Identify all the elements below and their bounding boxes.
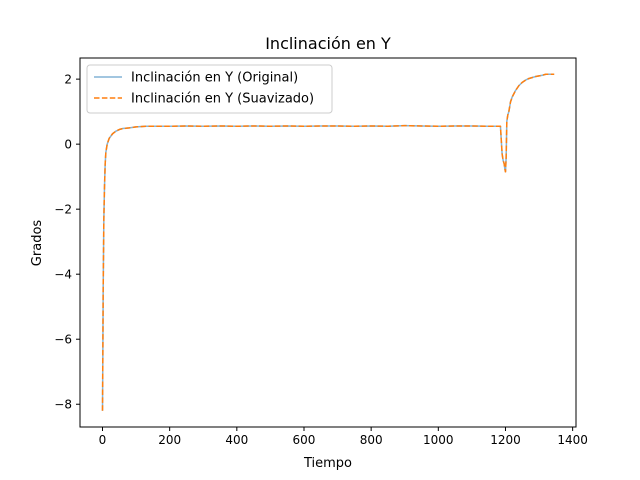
legend-label-smoothed: Inclinación en Y (Suavizado) <box>131 92 314 107</box>
x-tick-label: 1000 <box>423 433 454 447</box>
y-tick-label: −2 <box>54 203 72 217</box>
legend: Inclinación en Y (Original) Inclinación … <box>86 64 333 114</box>
x-tick-label: 200 <box>158 433 181 447</box>
y-tick-label: −8 <box>54 398 72 412</box>
y-tick-label: 0 <box>64 138 72 152</box>
y-tick-label: −4 <box>54 268 72 282</box>
x-tick-label: 800 <box>360 433 383 447</box>
y-tick-label: −6 <box>54 333 72 347</box>
x-tick-label: 1200 <box>490 433 521 447</box>
legend-label-original: Inclinación en Y (Original) <box>131 71 298 86</box>
x-tick-label: 600 <box>293 433 316 447</box>
chart-title: Inclinación en Y <box>265 34 391 53</box>
y-tick-label: 2 <box>64 73 72 87</box>
x-axis: 0 200 400 600 800 1000 1200 1400 <box>99 427 588 447</box>
x-tick-label: 1400 <box>557 433 588 447</box>
x-tick-label: 400 <box>225 433 248 447</box>
series-line-smoothed <box>101 73 555 411</box>
x-axis-label: Tiempo <box>303 456 352 471</box>
x-tick-label: 0 <box>99 433 107 447</box>
y-axis-label: Grados <box>30 220 45 267</box>
plot-lines <box>101 73 555 411</box>
axes-frame <box>79 57 577 428</box>
y-axis: 2 0 −2 −4 −6 −8 <box>54 73 80 412</box>
legend-box <box>86 64 333 114</box>
